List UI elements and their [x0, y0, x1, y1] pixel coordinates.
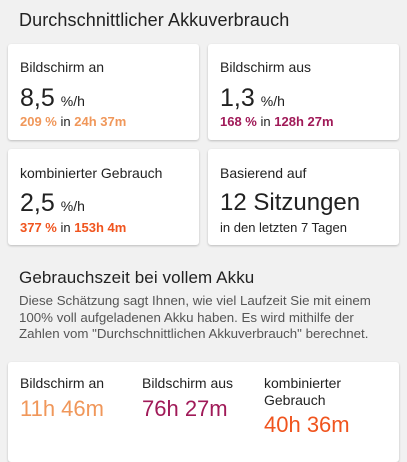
screen-on-card: Bildschirm an 8,5 %/h 209 % in 24h 37m — [8, 44, 199, 140]
consumption-title: Durchschnittlicher Akkuverbrauch — [19, 10, 290, 30]
runtime-card: Bildschirm an 11h 46m Bildschirm aus 76h… — [8, 362, 399, 462]
fullcharge-description: Diese Schätzung sagt Ihnen, wie viel Lau… — [19, 293, 371, 341]
runtime-screen-off-value: 76h 27m — [142, 396, 228, 421]
runtime-screen-off-label: Bildschirm aus — [142, 375, 234, 391]
screen-off-label: Bildschirm aus — [220, 59, 312, 75]
combined-card: kombinierter Gebrauch 2,5 %/h 377 % in 15… — [8, 149, 199, 245]
sessions-count: 12 Sitzungen — [220, 189, 361, 216]
runtime-combined-label: kombinierter Gebrauch — [264, 375, 342, 408]
runtime-combined-value: 40h 36m — [264, 412, 350, 437]
combined-label: kombinierter Gebrauch — [20, 165, 163, 181]
fullcharge-title: Gebrauchszeit bei vollem Akku — [19, 268, 255, 287]
sessions-card: Basierend auf 12 Sitzungen in den letzte… — [208, 149, 399, 245]
screen-off-detail: 168 % in 128h 27m — [220, 114, 334, 129]
runtime-screen-on-label: Bildschirm an — [20, 375, 105, 391]
screen-on-label: Bildschirm an — [20, 59, 105, 75]
combined-detail: 377 % in 153h 4m — [20, 220, 127, 235]
runtime-screen-on-value: 11h 46m — [20, 396, 104, 421]
sessions-period: in den letzten 7 Tagen — [220, 220, 347, 235]
screen-on-rate: 8,5 %/h — [20, 84, 85, 112]
screen-on-detail: 209 % in 24h 37m — [20, 114, 127, 129]
sessions-label: Basierend auf — [220, 165, 307, 181]
screen-off-card: Bildschirm aus 1,3 %/h 168 % in 128h 27m — [208, 44, 399, 140]
screen-off-rate: 1,3 %/h — [220, 84, 285, 112]
combined-rate: 2,5 %/h — [20, 189, 85, 217]
